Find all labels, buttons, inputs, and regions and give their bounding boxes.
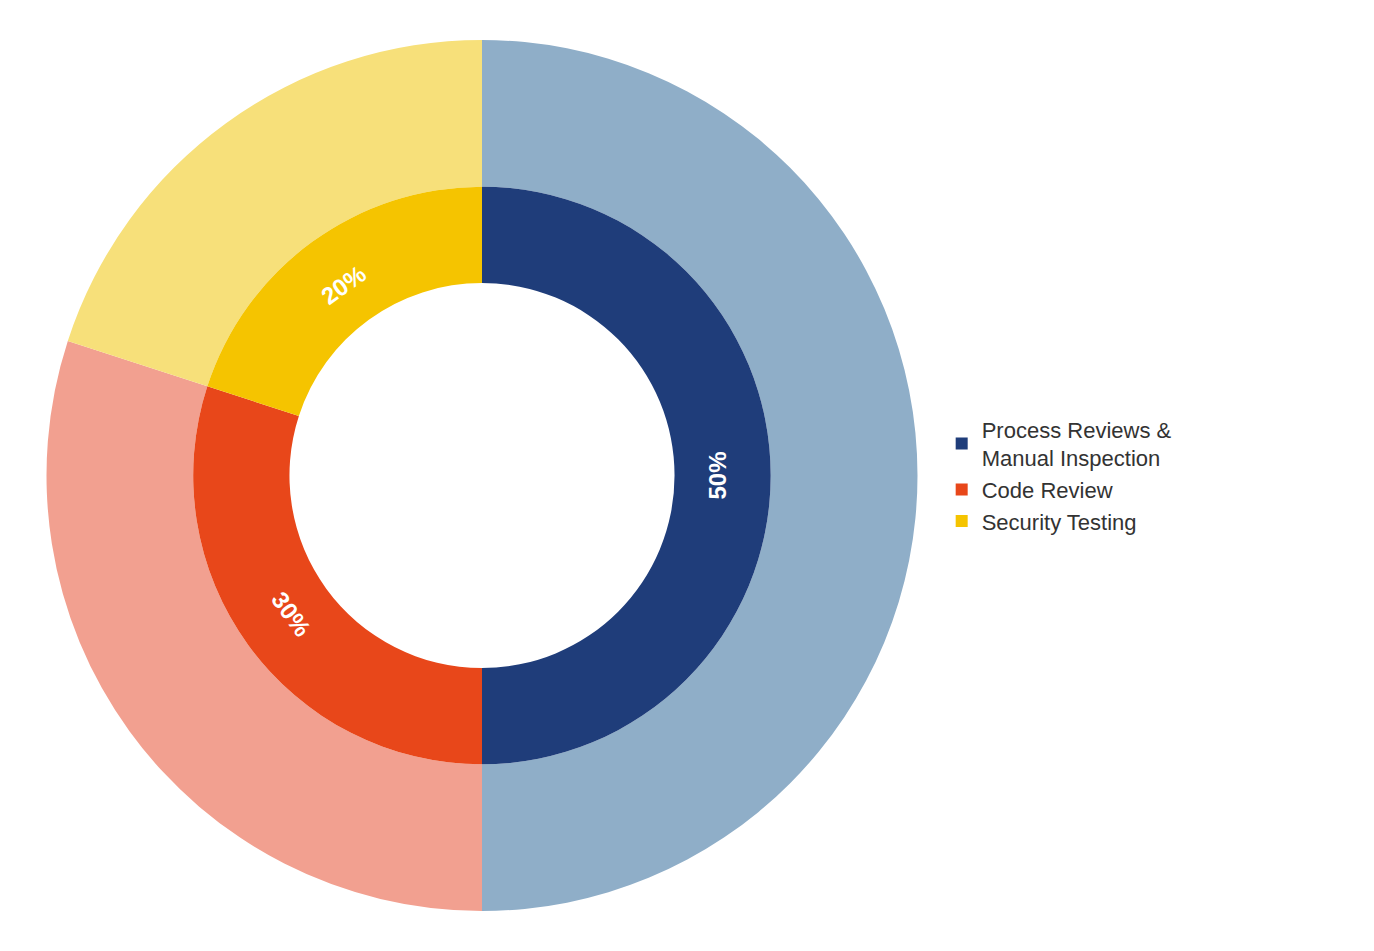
svg-text:30%: 30% [266, 587, 316, 642]
svg-text:Security Testing: Security Testing [982, 510, 1137, 535]
svg-text:Code Review: Code Review [982, 478, 1113, 503]
svg-text:50%: 50% [704, 451, 731, 499]
svg-text:Process Reviews &Manual Inspec: Process Reviews &Manual Inspection [982, 418, 1172, 472]
svg-text:20%: 20% [316, 260, 371, 310]
